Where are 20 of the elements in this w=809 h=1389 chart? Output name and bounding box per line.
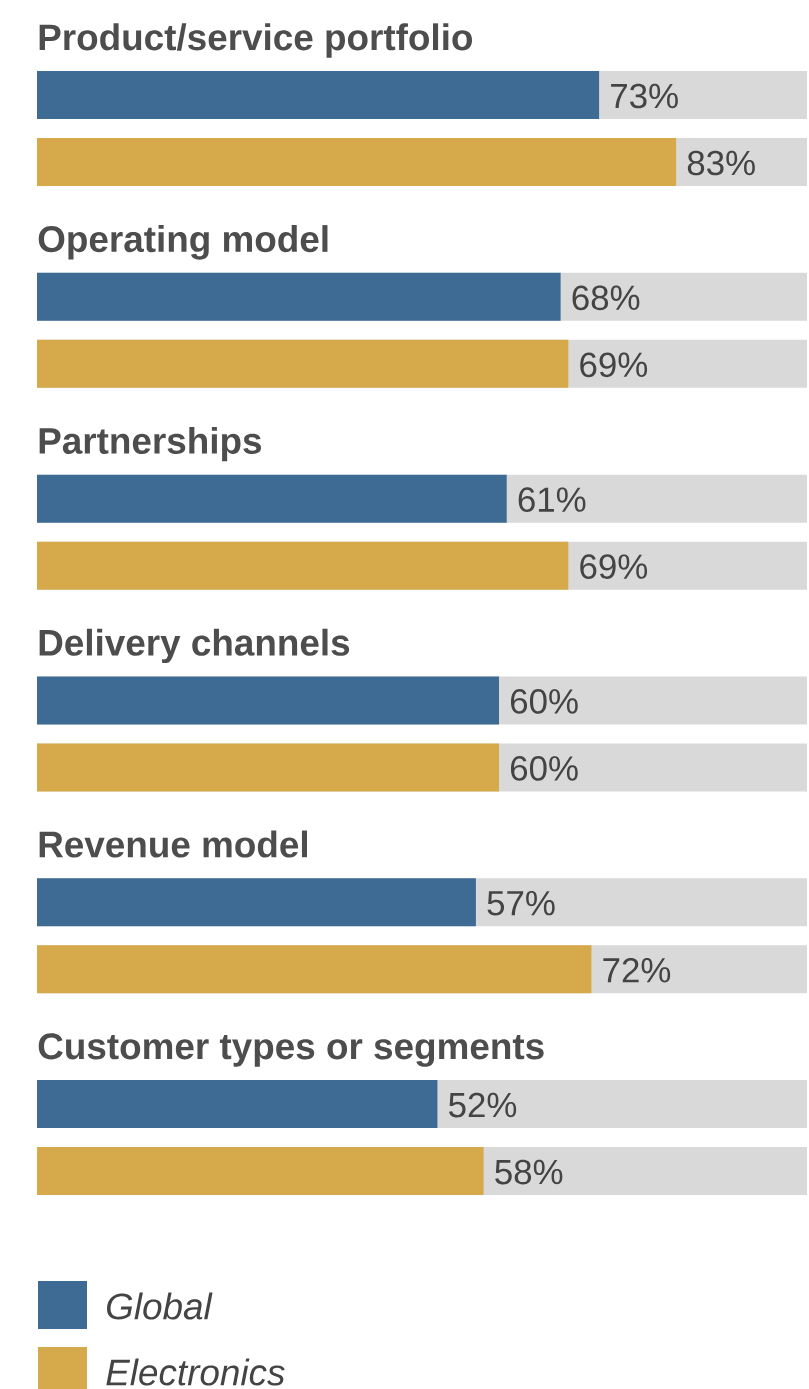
legend-label: Global xyxy=(107,1292,213,1320)
data-label: 61% xyxy=(518,487,586,512)
data-label: 72% xyxy=(603,957,671,983)
data-label: 69% xyxy=(580,554,648,579)
data-label: 60% xyxy=(510,689,578,714)
data-label: 69% xyxy=(580,352,648,378)
data-label: 73% xyxy=(611,83,678,109)
data-label: 83% xyxy=(687,150,755,176)
y-tick-label: Operating model xyxy=(38,225,328,260)
data-label: 57% xyxy=(487,890,555,916)
y-tick-label: Revenue model xyxy=(39,830,307,858)
y-tick-label: Delivery channels xyxy=(39,628,350,664)
legend-label: Electronics xyxy=(106,1358,285,1386)
data-label: 58% xyxy=(495,1159,563,1185)
y-tick-label: Product/service portfolio xyxy=(39,23,473,58)
y-tick-label: Customer types or segments xyxy=(38,1033,544,1067)
y-tick-label: Partnerships xyxy=(39,426,262,462)
data-label: 60% xyxy=(510,756,578,781)
data-label: 68% xyxy=(572,285,640,311)
data-label: 52% xyxy=(448,1092,517,1118)
